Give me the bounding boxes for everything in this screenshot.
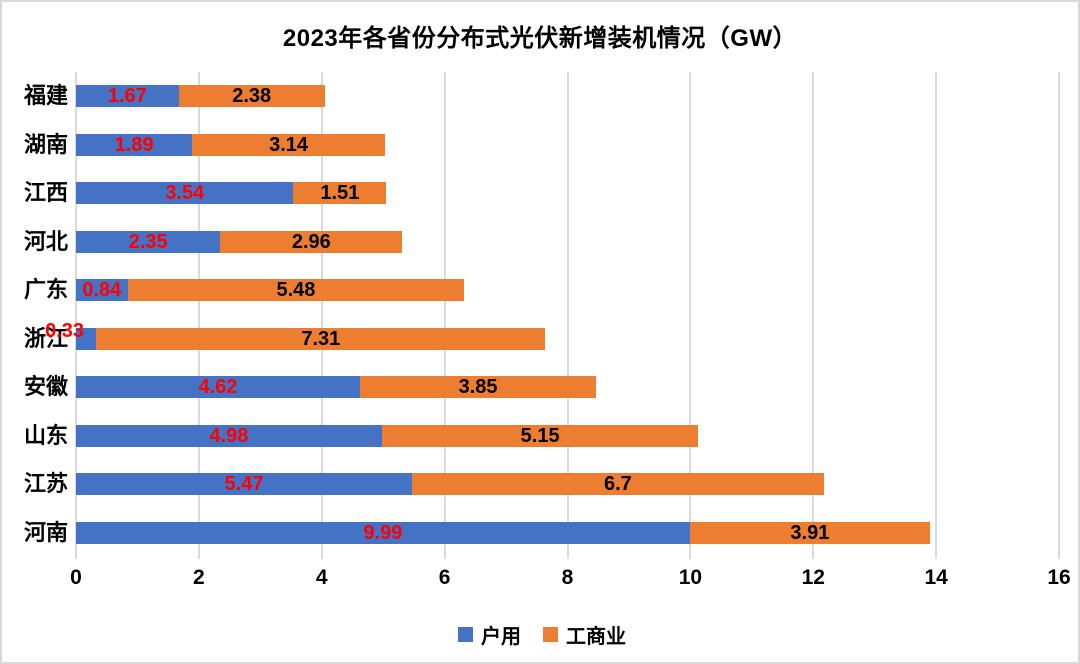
bar-segment-户用-江苏: 5.47 [76, 473, 413, 496]
category-label-山东: 山东 [23, 422, 68, 448]
stacked-bar-山东: 4.98 5.15 [76, 424, 699, 447]
bar-segment-工商业-安徽: 3.85 [359, 376, 597, 399]
category-label-浙江: 浙江 [23, 325, 68, 351]
x-tick-label-8: 8 [561, 566, 574, 589]
legend: 户用 工商业 [2, 620, 1078, 649]
data-label-户用-山东: 4.98 [209, 424, 249, 447]
x-tick-label-4: 4 [315, 566, 328, 589]
data-label-户用-福建: 1.67 [107, 85, 147, 108]
legend-swatch-icon-工商业 [543, 627, 558, 642]
chart-title: 2023年各省份分布式光伏新增装机情况（GW） [282, 25, 798, 52]
bar-segment-户用-福建: 1.67 [76, 85, 179, 108]
legend-swatch-icon-户用 [458, 627, 473, 642]
data-label-户用-湖南: 1.89 [114, 133, 154, 156]
category-label-江苏: 江苏 [23, 471, 68, 497]
data-label-户用-江西: 3.54 [165, 182, 205, 205]
data-label-工商业-湖南: 3.14 [269, 133, 309, 156]
gridline-x-14 [935, 72, 938, 559]
legend-item-工商业: 工商业 [543, 620, 626, 649]
bar-segment-户用-山东: 4.98 [76, 424, 382, 447]
legend-item-户用: 户用 [458, 620, 521, 649]
x-tick-label-16: 16 [1047, 566, 1071, 589]
bar-segment-工商业-山东: 5.15 [381, 424, 699, 447]
chart-row-山东: 山东 4.98 5.15 [2, 412, 1078, 461]
category-label-安徽: 安徽 [23, 374, 68, 400]
bar-segment-工商业-福建: 2.38 [178, 85, 325, 108]
data-label-工商业-安徽: 3.85 [458, 376, 498, 399]
stacked-bar-安徽: 4.62 3.85 [76, 376, 597, 399]
x-tick-label-6: 6 [438, 566, 451, 589]
bar-segment-户用-湖南: 1.89 [76, 133, 193, 156]
gridline-x-12 [812, 72, 815, 559]
data-label-户用-江苏: 5.47 [224, 473, 264, 496]
stacked-bar-河南: 9.99 3.91 [76, 521, 930, 544]
data-label-户用-安徽: 4.62 [198, 376, 238, 399]
data-label-工商业-河南: 3.91 [790, 521, 830, 544]
bar-segment-户用-河北: 2.35 [76, 230, 221, 253]
data-label-工商业-河北: 2.96 [291, 230, 331, 253]
gridline-x-0 [75, 72, 77, 559]
stacked-bar-福建: 1.67 2.38 [76, 85, 325, 108]
data-label-工商业-江苏: 6.7 [603, 473, 632, 496]
gridline-x-4 [320, 72, 323, 559]
category-label-河北: 河北 [23, 228, 68, 254]
chart-row-湖南: 湖南 1.89 3.14 [2, 121, 1078, 170]
bar-segment-户用-河南: 9.99 [76, 521, 690, 544]
data-label-工商业-江西: 1.51 [320, 182, 360, 205]
category-label-江西: 江西 [23, 180, 68, 206]
x-tick-label-0: 0 [70, 566, 82, 589]
data-label-工商业-福建: 2.38 [232, 85, 272, 108]
chart-row-福建: 福建 1.67 2.38 [2, 72, 1078, 121]
category-label-河南: 河南 [23, 519, 68, 545]
stacked-bar-浙江: 0.33 7.31 [45, 321, 546, 350]
data-label-户用-河南: 9.99 [363, 521, 403, 544]
bar-segment-工商业-湖南: 3.14 [192, 133, 386, 156]
stacked-bar-湖南: 1.89 3.14 [76, 133, 386, 156]
bar-segment-户用-广东: 0.84 [76, 279, 128, 302]
data-label-工商业-山东: 5.15 [520, 424, 560, 447]
x-tick-label-14: 14 [924, 566, 948, 589]
data-label-工商业-广东: 5.48 [276, 279, 316, 302]
x-tick-label-12: 12 [801, 566, 825, 589]
data-label-户用-浙江: 0.33 [45, 319, 84, 342]
category-label-福建: 福建 [23, 83, 68, 109]
bar-segment-工商业-浙江: 7.31 [96, 327, 546, 350]
x-tick-label-2: 2 [193, 566, 205, 589]
chart-row-河南: 河南 9.99 3.91 [2, 509, 1078, 558]
bar-segment-工商业-河北: 2.96 [220, 230, 403, 253]
bar-segment-工商业-江西: 1.51 [293, 182, 387, 205]
stacked-bar-江苏: 5.47 6.7 [76, 473, 824, 496]
chart-row-江苏: 江苏 5.47 6.7 [2, 460, 1078, 509]
chart-row-浙江: 浙江 0.33 7.31 [2, 315, 1078, 364]
bar-segment-户用-安徽: 4.62 [76, 376, 360, 399]
chart-row-江西: 江西 3.54 1.51 [2, 169, 1078, 218]
bar-segment-工商业-江苏: 6.7 [412, 473, 824, 496]
gridline-x-10 [689, 72, 692, 559]
legend-label-户用: 户用 [481, 626, 521, 648]
gridline-x-16 [1058, 72, 1060, 559]
bar-segment-工商业-河南: 3.91 [689, 521, 930, 544]
gridline-x-6 [443, 72, 446, 559]
stacked-bar-广东: 0.84 5.48 [76, 279, 465, 302]
category-label-广东: 广东 [23, 277, 68, 303]
bar-segment-户用-浙江: 0.33 [45, 321, 97, 350]
data-label-户用-广东: 0.84 [82, 279, 122, 302]
x-tick-label-10: 10 [678, 566, 703, 589]
legend-label-工商业: 工商业 [566, 626, 626, 648]
gridline-x-8 [566, 72, 569, 559]
stacked-bar-河北: 2.35 2.96 [76, 230, 403, 253]
data-label-户用-河北: 2.35 [128, 230, 168, 253]
category-label-湖南: 湖南 [23, 131, 68, 157]
chart-row-安徽: 安徽 4.62 3.85 [2, 363, 1078, 412]
data-label-工商业-浙江: 7.31 [301, 327, 341, 350]
stacked-bar-江西: 3.54 1.51 [76, 182, 387, 205]
chart-row-河北: 河北 2.35 2.96 [2, 218, 1078, 267]
chart-row-广东: 广东 0.84 5.48 [2, 266, 1078, 315]
bar-segment-户用-江西: 3.54 [76, 182, 294, 205]
gridline-x-2 [197, 72, 200, 559]
bar-segment-工商业-广东: 5.48 [127, 279, 465, 302]
